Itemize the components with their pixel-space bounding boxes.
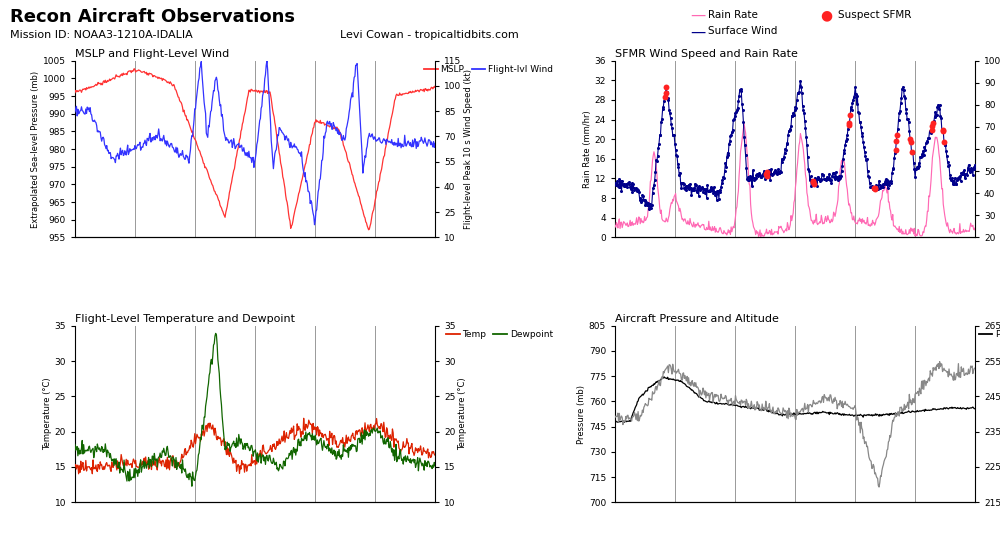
Point	[867, 184, 883, 193]
Text: ●: ●	[820, 8, 832, 22]
Text: Rain Rate: Rain Rate	[708, 10, 758, 20]
Point	[805, 178, 821, 187]
Point	[935, 126, 951, 135]
Point	[759, 172, 775, 181]
Point	[841, 121, 857, 130]
Legend: Temp, Dewpoint: Temp, Dewpoint	[442, 327, 556, 343]
Point	[867, 185, 883, 194]
Y-axis label: Extrapolated Sea-level Pressure (mb): Extrapolated Sea-level Pressure (mb)	[31, 71, 40, 227]
Point	[759, 168, 775, 177]
Point	[888, 136, 904, 145]
Point	[658, 82, 674, 91]
Point	[657, 93, 673, 102]
Text: —: —	[690, 25, 705, 40]
Point	[805, 177, 821, 185]
Point	[924, 125, 940, 134]
Text: Flight-Level Temperature and Dewpoint: Flight-Level Temperature and Dewpoint	[75, 314, 295, 323]
Point	[888, 146, 904, 155]
Y-axis label: Flight-level Peak 10 s Wind Speed (kt): Flight-level Peak 10 s Wind Speed (kt)	[464, 69, 473, 229]
Legend: MSLP, Flight-lvl Wind: MSLP, Flight-lvl Wind	[421, 62, 556, 78]
Text: Suspect SFMR: Suspect SFMR	[838, 10, 911, 20]
Point	[935, 126, 951, 135]
Point	[842, 110, 858, 119]
Point	[925, 119, 941, 128]
Text: Aircraft Pressure and Altitude: Aircraft Pressure and Altitude	[615, 314, 779, 323]
Text: Levi Cowan - tropicaltidbits.com: Levi Cowan - tropicaltidbits.com	[340, 30, 519, 40]
Text: Surface Wind: Surface Wind	[708, 26, 777, 36]
Point	[904, 147, 920, 156]
Point	[889, 130, 905, 139]
Point	[902, 135, 918, 144]
Legend: Pressure, Altitude: Pressure, Altitude	[975, 327, 1000, 343]
Point	[924, 121, 940, 130]
Text: MSLP and Flight-Level Wind: MSLP and Flight-Level Wind	[75, 49, 229, 59]
Text: —: —	[690, 8, 705, 23]
Y-axis label: Temperature (°C): Temperature (°C)	[458, 378, 467, 450]
Text: Mission ID: NOAA3-1210A-IDALIA: Mission ID: NOAA3-1210A-IDALIA	[10, 30, 193, 40]
Text: Recon Aircraft Observations: Recon Aircraft Observations	[10, 8, 295, 26]
Point	[806, 179, 822, 188]
Y-axis label: Rain Rate (mm/hr): Rain Rate (mm/hr)	[583, 110, 592, 188]
Y-axis label: Temperature (°C): Temperature (°C)	[43, 378, 52, 450]
Point	[841, 118, 857, 127]
Point	[758, 169, 774, 178]
Text: SFMR Wind Speed and Rain Rate: SFMR Wind Speed and Rain Rate	[615, 49, 798, 59]
Y-axis label: Pressure (mb): Pressure (mb)	[577, 385, 586, 443]
Point	[936, 137, 952, 146]
Point	[866, 183, 882, 192]
Point	[658, 88, 674, 97]
Point	[903, 137, 919, 146]
